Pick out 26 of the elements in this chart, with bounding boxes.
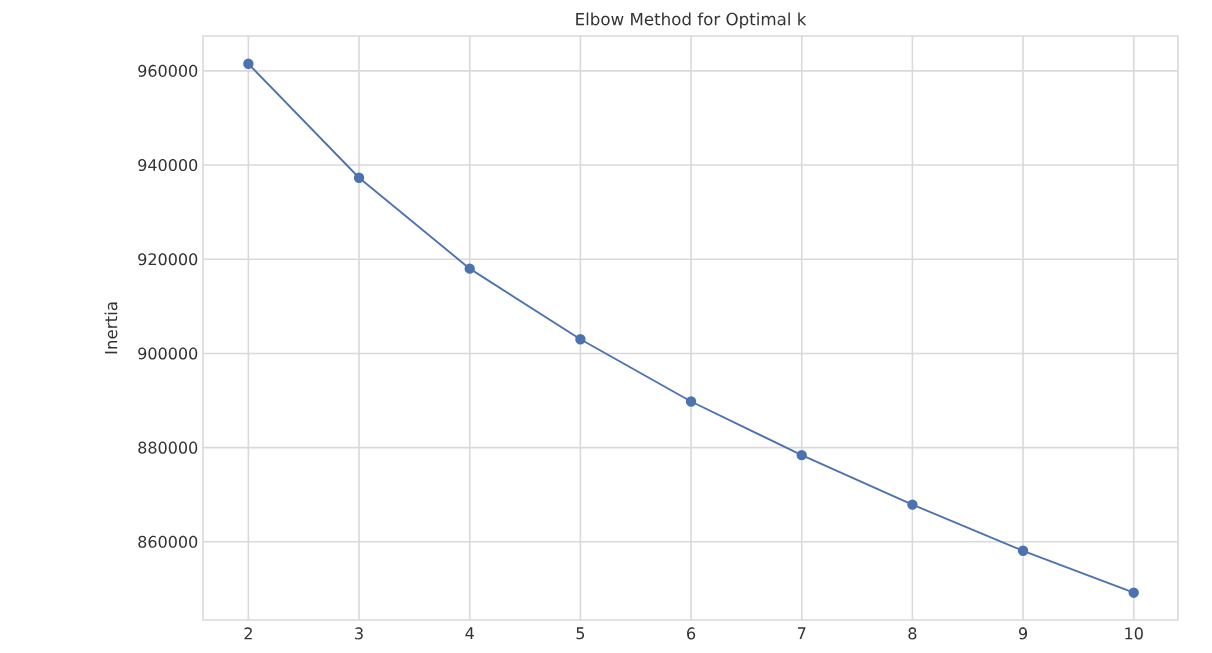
- point: [575, 334, 586, 345]
- x-tick-label: 4: [465, 627, 474, 640]
- point: [685, 396, 697, 407]
- y-tick-label: 860000: [138, 535, 198, 548]
- x-tick-label: 6: [687, 627, 696, 640]
- point: [1128, 587, 1139, 598]
- y-axis-title: Inertia: [104, 302, 118, 354]
- y-tick-label: 900000: [138, 347, 198, 360]
- point: [796, 449, 807, 461]
- point: [353, 172, 365, 183]
- chart-title: Elbow Method for Optimal k: [576, 12, 807, 29]
- y-tick-label: 920000: [138, 253, 198, 266]
- y-tick-label: 960000: [138, 64, 198, 77]
- x-tick-label: 2: [244, 627, 252, 640]
- point: [907, 499, 918, 510]
- x-tick-label: 3: [355, 627, 363, 640]
- x-tick-label: 5: [576, 627, 585, 640]
- point: [464, 263, 475, 274]
- x-tick-label: 10: [1125, 627, 1143, 640]
- point: [1017, 545, 1029, 556]
- x-tick-label: 9: [1018, 627, 1028, 640]
- point: [243, 58, 254, 69]
- x-tick-label: 8: [908, 627, 917, 640]
- x-tick-label: 7: [797, 627, 806, 640]
- y-tick-label: 940000: [138, 158, 198, 172]
- y-tick-label: 880000: [138, 441, 198, 454]
